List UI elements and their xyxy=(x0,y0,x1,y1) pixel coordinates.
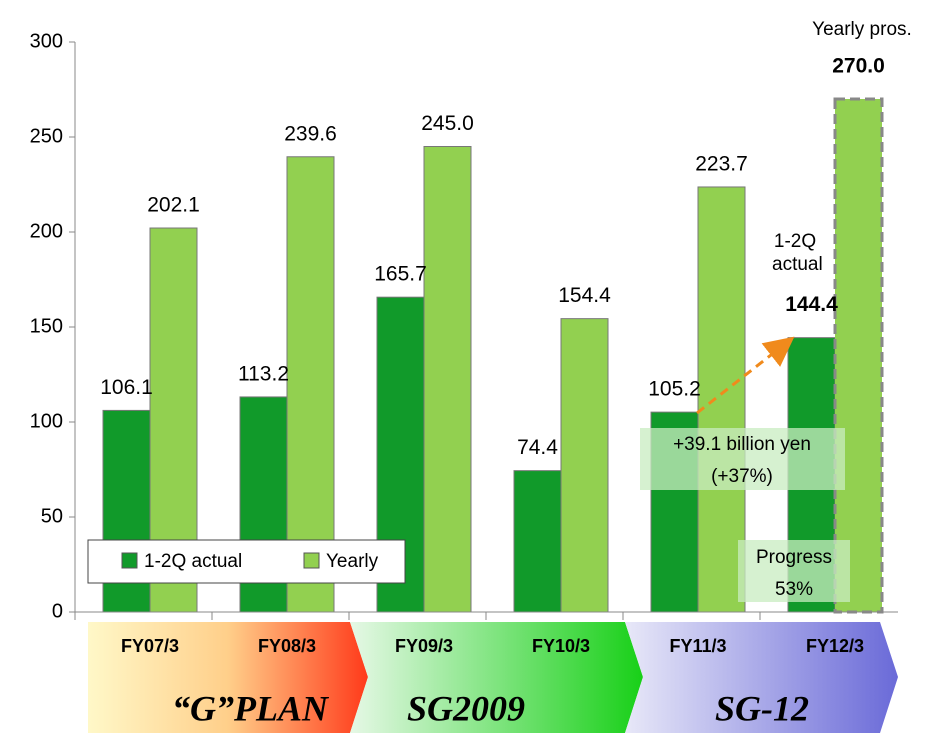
value-label: 106.1 xyxy=(100,376,153,399)
y-tick-label: 200 xyxy=(30,220,63,242)
bar xyxy=(833,97,884,614)
bar xyxy=(513,470,562,613)
x-tick-label: FY07/3 xyxy=(121,636,179,656)
plan-banner xyxy=(625,622,898,733)
legend-label: Yearly xyxy=(326,551,379,572)
plan-banner xyxy=(88,622,368,733)
x-tick-label: FY08/3 xyxy=(258,636,316,656)
y-tick-label: 150 xyxy=(30,315,63,337)
legend-swatch xyxy=(303,552,320,569)
y-tick-label: 250 xyxy=(30,125,63,147)
plan-name: SG2009 xyxy=(407,688,525,728)
value-label: 239.6 xyxy=(284,122,337,145)
legend xyxy=(87,539,406,584)
bar xyxy=(423,146,472,613)
x-tick-label: FY11/3 xyxy=(669,636,726,656)
value-label: 270.0 xyxy=(832,55,885,78)
x-tick-label: FY09/3 xyxy=(395,636,453,656)
plan-banner xyxy=(350,622,643,733)
y-tick-label: 0 xyxy=(52,600,63,622)
legend-swatch xyxy=(121,552,138,569)
value-label: 223.7 xyxy=(695,153,748,176)
bar xyxy=(697,186,746,613)
bar xyxy=(286,156,335,613)
value-label: 105.2 xyxy=(648,378,701,401)
annotation: Progress xyxy=(756,547,832,568)
annotation: Yearly pros. xyxy=(812,19,912,40)
value-label: 144.4 xyxy=(785,293,838,316)
plan-name: SG-12 xyxy=(715,688,809,728)
annotation: 1-2Q actual xyxy=(772,231,823,275)
annotation: +39.1 billion yen xyxy=(673,434,811,455)
annotation-box xyxy=(738,540,850,602)
annotation: (+37%) xyxy=(711,466,773,487)
x-tick-label: FY12/3 xyxy=(806,636,864,656)
bar xyxy=(560,318,609,613)
value-label: 202.1 xyxy=(147,194,200,217)
value-label: 165.7 xyxy=(374,263,427,286)
legend-label: 1-2Q actual xyxy=(144,551,242,572)
y-tick-label: 100 xyxy=(30,410,63,432)
value-label: 245.0 xyxy=(421,112,474,135)
arrow xyxy=(696,336,795,415)
value-label: 74.4 xyxy=(517,436,558,459)
value-label: 113.2 xyxy=(238,362,289,385)
annotation-box xyxy=(640,428,845,490)
x-tick-label: FY10/3 xyxy=(532,636,590,656)
value-label: 154.4 xyxy=(558,284,611,307)
y-tick-label: 50 xyxy=(41,505,63,527)
annotation: 53% xyxy=(775,579,813,600)
plan-name: “G”PLAN xyxy=(172,688,330,728)
y-tick-label: 300 xyxy=(30,30,63,52)
annotation-text: 1-2Q actual xyxy=(772,231,823,275)
